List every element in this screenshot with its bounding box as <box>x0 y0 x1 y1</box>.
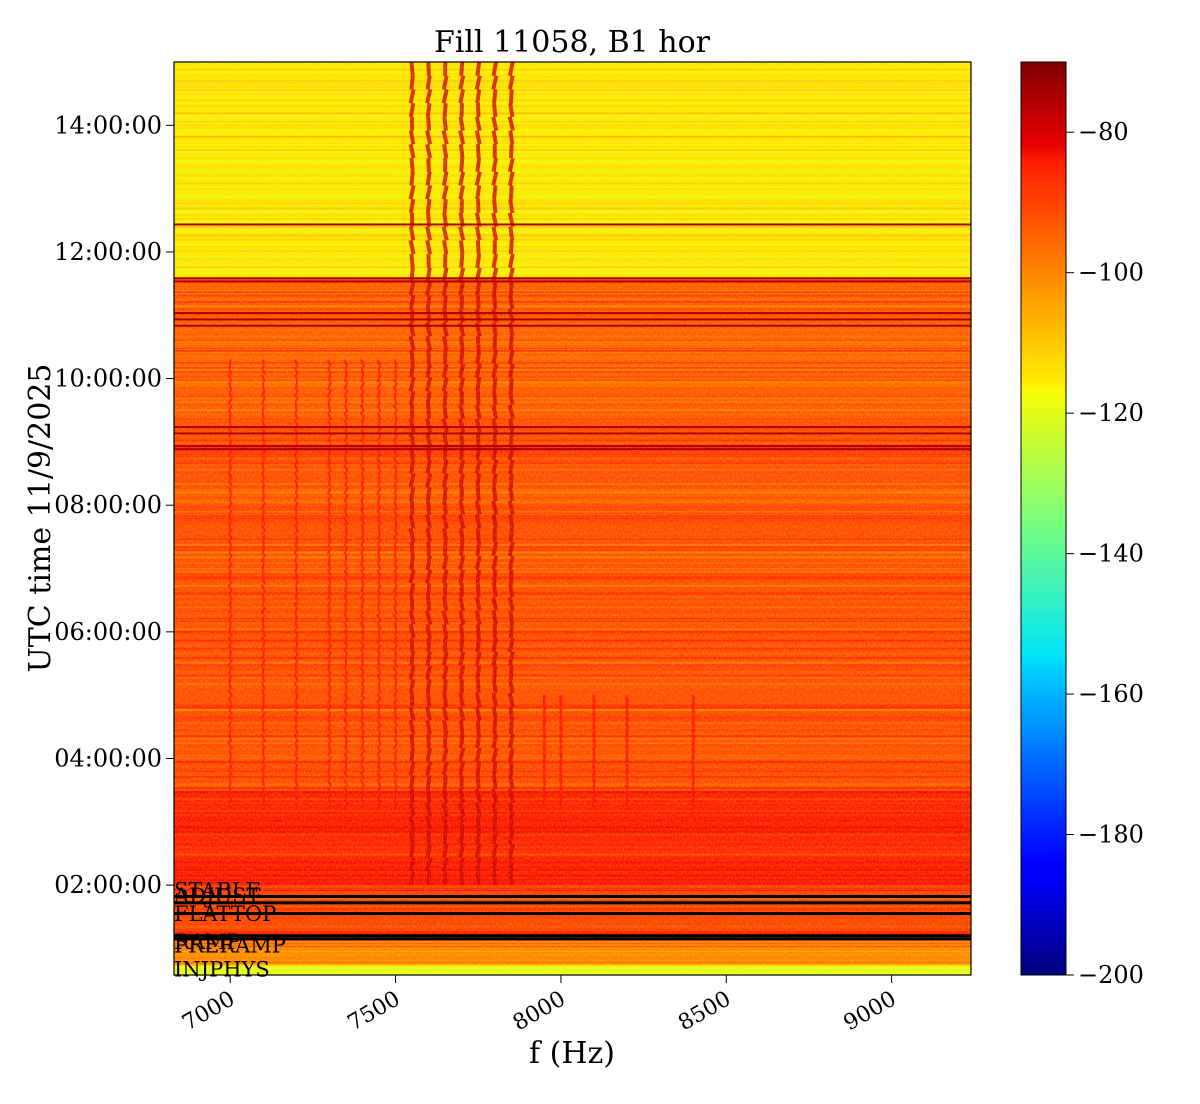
event-line <box>174 426 971 428</box>
event-line <box>174 448 971 450</box>
beam-mode-label: INJPHYS <box>174 957 270 981</box>
x-tick-label: 8500 <box>674 987 735 1037</box>
mode-transition-line <box>174 912 971 915</box>
x-axis: 7000 7500 8000 8500 9000 <box>178 975 900 1036</box>
colorbar-tick-label: −120 <box>1078 399 1144 427</box>
colorbar: −80 −100 −120 −140 −160 −180 −200 <box>1021 62 1144 989</box>
x-tick-label: 9000 <box>840 987 901 1037</box>
event-line <box>174 223 971 225</box>
beam-mode-label: PRERAMP <box>174 933 286 957</box>
x-tick-label: 8000 <box>509 987 570 1037</box>
x-tick-label: 7000 <box>178 987 239 1037</box>
colorbar-tick-label: −160 <box>1078 680 1144 708</box>
colorbar-gradient <box>1021 62 1066 975</box>
event-line <box>174 277 971 279</box>
y-axis-label: UTC time 11/9/2025 <box>23 364 58 673</box>
spectrogram-heatmap <box>174 62 971 975</box>
event-line <box>174 445 971 447</box>
event-line <box>174 325 971 327</box>
chart-title: Fill 11058, B1 hor <box>434 25 711 60</box>
x-tick-label: 7500 <box>344 987 405 1037</box>
y-tick-label: 04:00:00 <box>54 744 162 772</box>
mode-transition-line <box>174 901 971 904</box>
colorbar-ticks: −80 −100 −120 −140 −160 −180 −200 <box>1066 118 1144 989</box>
mode-transition-line <box>174 934 971 937</box>
y-tick-label: 08:00:00 <box>54 491 162 519</box>
event-line <box>174 312 971 314</box>
y-axis: 02:00:00 04:00:00 06:00:00 08:00:00 10:00:00… <box>54 111 174 899</box>
mode-transition-line <box>174 895 971 898</box>
y-tick-label: 10:00:00 <box>54 365 162 393</box>
speckle-overlay <box>174 62 971 975</box>
colorbar-tick-label: −140 <box>1078 540 1144 568</box>
event-line <box>174 318 971 320</box>
colorbar-tick-label: −80 <box>1078 118 1129 146</box>
colorbar-tick-label: −200 <box>1078 961 1144 989</box>
y-tick-label: 06:00:00 <box>54 618 162 646</box>
y-tick-label: 12:00:00 <box>54 238 162 266</box>
event-line <box>174 432 971 434</box>
mode-transition-line <box>174 937 971 940</box>
beam-mode-label: FLATTOP <box>174 902 276 926</box>
y-tick-label: 02:00:00 <box>54 871 162 899</box>
x-axis-label: f (Hz) <box>529 1036 615 1071</box>
event-line <box>174 280 971 282</box>
colorbar-tick-label: −100 <box>1078 259 1144 287</box>
colorbar-tick-label: −180 <box>1078 821 1144 849</box>
y-tick-label: 14:00:00 <box>54 111 162 139</box>
